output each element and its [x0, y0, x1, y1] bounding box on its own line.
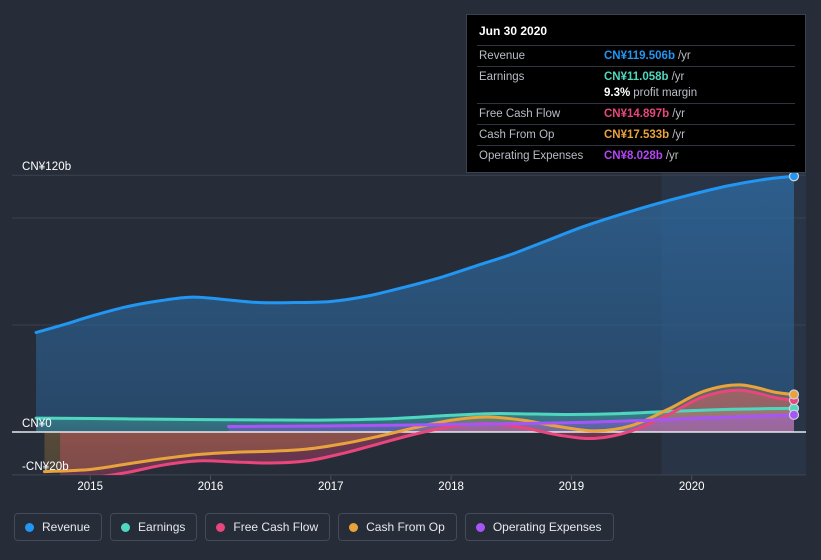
legend-item-label: Free Cash Flow [233, 520, 319, 534]
tooltip-row-value: CN¥11.058b [604, 71, 669, 83]
tooltip-rows: Revenue CN¥119.506b/yr Earnings CN¥11.058b /… [477, 45, 795, 166]
tooltip-row-label: Earnings [479, 71, 525, 83]
tooltip-row-unit: /yr [665, 150, 679, 162]
line-revenue [34, 174, 796, 334]
tooltip-row: Cash From Op CN¥17.533b/yr [477, 124, 795, 145]
data-tooltip: Jun 30 2020 Revenue CN¥119.506b/yr Earning… [466, 14, 806, 173]
series-endpoint-markers[interactable] [788, 171, 800, 420]
endpoint-cash-from-op [788, 389, 800, 400]
legend-item-label: Revenue [42, 520, 91, 534]
tooltip-row-label: Cash From Op [479, 129, 555, 141]
legend-item-free-cash-flow[interactable]: Free Cash Flow [205, 513, 331, 541]
tooltip-row-unit: /yr [671, 71, 685, 83]
y-axis-tick-label: CN¥120b [22, 161, 72, 174]
legend-item-earnings[interactable]: Earnings [110, 513, 198, 541]
tooltip-row-value: CN¥17.533b [604, 129, 670, 141]
legend-item-operating-expenses[interactable]: Operating Expenses [464, 513, 614, 541]
tooltip-row: Earnings CN¥11.058b/yr [477, 66, 795, 87]
tooltip-row-label: Operating Expenses [479, 150, 584, 162]
legend-color-dot-icon [349, 522, 359, 532]
tooltip-row-value: 9.3% [604, 87, 631, 99]
tooltip-row-unit: /yr [672, 129, 685, 141]
legend-color-dot-icon [25, 522, 34, 532]
legend-color-dot-icon [475, 522, 485, 532]
tooltip-row-value: CN¥8.028b [604, 150, 663, 162]
legend-item-cash-from-op[interactable]: Cash From Op [338, 513, 457, 541]
x-axis-tick-label: 2018 [438, 481, 464, 493]
tooltip-row-value: CN¥119.506b [604, 50, 675, 62]
x-axis-tick-label: 2017 [318, 481, 344, 493]
tooltip-row-label: Revenue [479, 50, 526, 62]
tooltip-row: Operating Expenses CN¥8.028b/yr [477, 145, 795, 166]
y-axis-tick-label: -CN¥20b [22, 460, 69, 473]
tooltip-row-unit: /yr [672, 108, 685, 120]
x-axis-tick-label: 2019 [558, 481, 585, 493]
series-lines[interactable] [34, 174, 796, 481]
tooltip-date: Jun 30 2020 [479, 24, 548, 38]
line-operating-expenses [227, 413, 796, 428]
tooltip-row-unit: profit margin [633, 87, 698, 99]
chart-legend[interactable]: Revenue Earnings Free Cash Flow Cash From O… [14, 513, 614, 541]
tooltip-row: Free Cash Flow CN¥14.897b/yr [477, 103, 795, 124]
tooltip-row-unit: /yr [677, 50, 691, 62]
legend-item-label: Cash From Op [366, 520, 445, 534]
legend-color-dot-icon [216, 522, 226, 532]
x-tick-marks [12, 474, 806, 480]
x-axis-tick-label: 2020 [678, 481, 705, 493]
area-revenue [36, 176, 794, 432]
tooltip-row-label: Free Cash Flow [479, 108, 561, 120]
line-earnings [34, 406, 796, 422]
x-axis-tick-label: 2015 [77, 481, 103, 493]
tooltip-row-value: CN¥14.897b [604, 108, 670, 120]
line-free-cash-flow [101, 388, 796, 475]
tooltip-row: 9.3% profit margin [477, 87, 795, 103]
y-axis-tick-label: CN¥0 [22, 418, 52, 430]
x-axis-tick-label: 2016 [197, 481, 224, 493]
legend-item-label: Earnings [138, 520, 186, 534]
tooltip-row: Revenue CN¥119.506b/yr [477, 45, 795, 66]
legend-color-dot-icon [121, 522, 131, 532]
legend-item-label: Operating Expenses [492, 520, 602, 534]
endpoint-operating-expenses [788, 409, 800, 420]
area-free-cash-flow [60, 390, 794, 475]
area-operating-expenses [228, 414, 794, 432]
endpoint-revenue [788, 171, 800, 182]
legend-item-revenue[interactable]: Revenue [14, 513, 103, 541]
